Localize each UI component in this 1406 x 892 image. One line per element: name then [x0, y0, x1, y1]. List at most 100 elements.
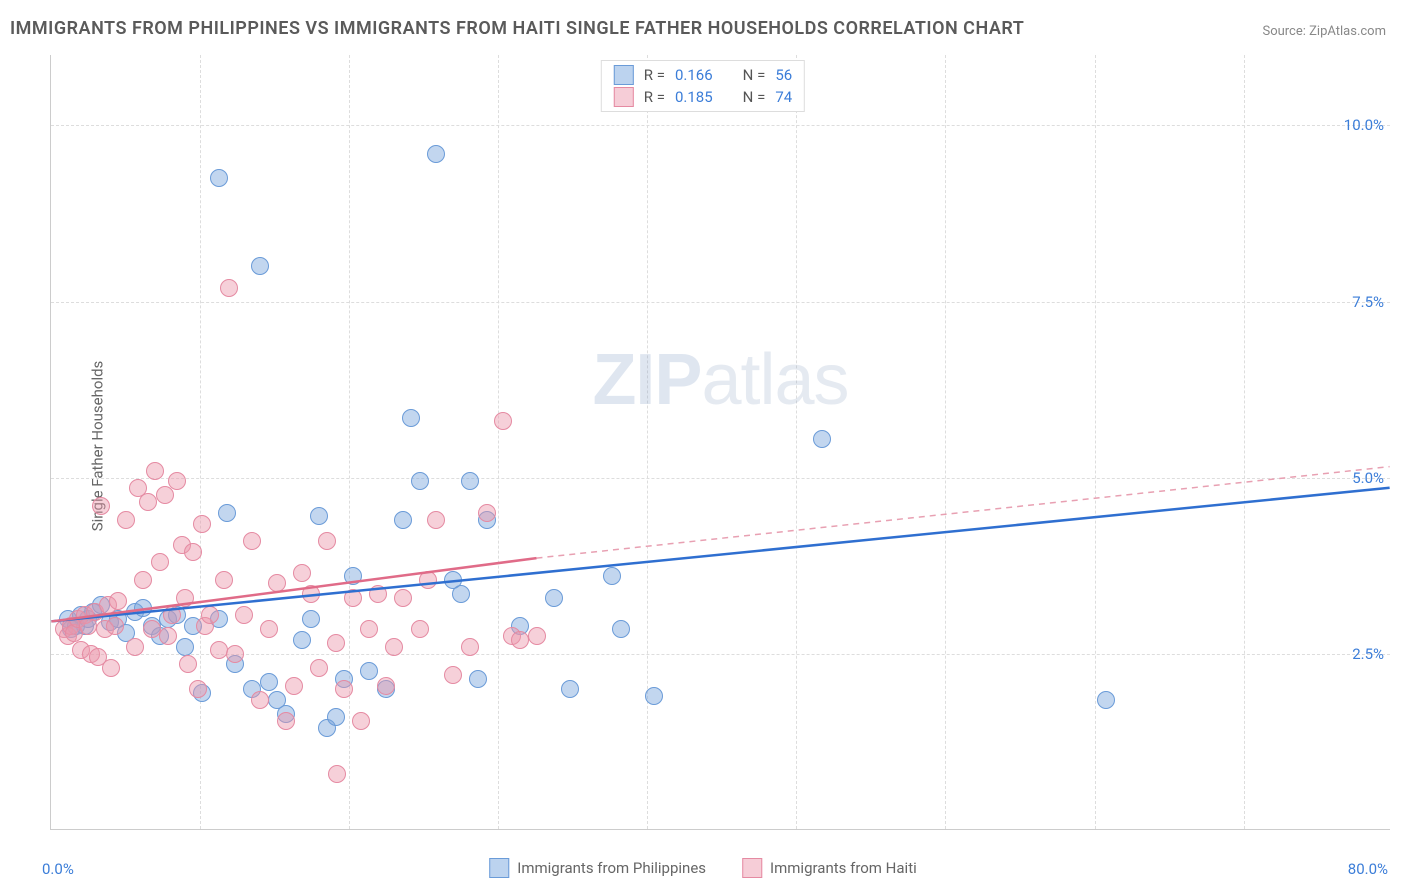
x-tick-min: 0.0% [42, 860, 74, 878]
data-point [360, 620, 378, 638]
y-tick-label: 2.5% [1352, 645, 1384, 663]
data-point [612, 620, 630, 638]
data-point [159, 627, 177, 645]
gridline-v [796, 55, 797, 829]
legend-stats: R = 0.166 N = 56 R = 0.185 N = 74 [601, 60, 805, 112]
data-point [251, 257, 269, 275]
data-point [511, 631, 529, 649]
swatch-philippines-icon [489, 858, 509, 878]
data-point [394, 589, 412, 607]
legend-stats-row-haiti: R = 0.185 N = 74 [614, 87, 792, 107]
legend-series: Immigrants from Philippines Immigrants f… [489, 858, 917, 878]
y-tick-label: 7.5% [1352, 293, 1384, 311]
data-point [302, 610, 320, 628]
data-point [106, 617, 124, 635]
data-point [494, 412, 512, 430]
series-label-haiti: Immigrants from Haiti [770, 859, 917, 877]
n-label: N = [743, 88, 766, 106]
data-point [385, 638, 403, 656]
data-point [218, 504, 236, 522]
gridline-h [51, 478, 1390, 479]
data-point [377, 677, 395, 695]
data-point [427, 145, 445, 163]
data-point [168, 472, 186, 490]
data-point [151, 553, 169, 571]
chart-title: IMMIGRANTS FROM PHILIPPINES VS IMMIGRANT… [10, 18, 1024, 39]
data-point [235, 606, 253, 624]
data-point [285, 677, 303, 695]
data-point [645, 687, 663, 705]
data-point [201, 606, 219, 624]
legend-item-philippines: Immigrants from Philippines [489, 858, 706, 878]
data-point [411, 472, 429, 490]
legend-item-haiti: Immigrants from Haiti [742, 858, 917, 878]
y-tick-label: 10.0% [1344, 116, 1384, 134]
data-point [109, 592, 127, 610]
gridline-v [647, 55, 648, 829]
gridline-v [945, 55, 946, 829]
data-point [189, 680, 207, 698]
data-point [293, 631, 311, 649]
data-point [134, 571, 152, 589]
data-point [210, 641, 228, 659]
swatch-philippines-icon [614, 65, 634, 85]
gridline-v [349, 55, 350, 829]
swatch-haiti-icon [614, 87, 634, 107]
n-label: N = [743, 66, 766, 84]
data-point [260, 673, 278, 691]
data-point [176, 638, 194, 656]
data-point [184, 543, 202, 561]
data-point [478, 504, 496, 522]
data-point [302, 585, 320, 603]
legend-stats-row-philippines: R = 0.166 N = 56 [614, 65, 792, 85]
gridline-v [200, 55, 201, 829]
data-point [215, 571, 233, 589]
gridline-h [51, 654, 1390, 655]
gridline-v [1244, 55, 1245, 829]
r-label: R = [644, 66, 665, 84]
data-point [179, 655, 197, 673]
data-point [277, 712, 295, 730]
data-point [310, 507, 328, 525]
data-point [561, 680, 579, 698]
data-point [163, 606, 181, 624]
swatch-haiti-icon [742, 858, 762, 878]
gridline-h [51, 125, 1390, 126]
trend-lines [51, 55, 1390, 829]
data-point [444, 666, 462, 684]
data-point [461, 472, 479, 490]
data-point [813, 430, 831, 448]
data-point [1097, 691, 1115, 709]
data-point [102, 659, 120, 677]
r-label: R = [644, 88, 665, 106]
data-point [528, 627, 546, 645]
data-point [310, 659, 328, 677]
data-point [251, 691, 269, 709]
source-label: Source: ZipAtlas.com [1262, 24, 1386, 39]
data-point [603, 567, 621, 585]
data-point [335, 680, 353, 698]
series-label-philippines: Immigrants from Philippines [517, 859, 706, 877]
data-point [293, 564, 311, 582]
data-point [327, 634, 345, 652]
data-point [452, 585, 470, 603]
source-value: ZipAtlas.com [1309, 24, 1386, 39]
data-point [143, 620, 161, 638]
data-point [427, 511, 445, 529]
data-point [134, 599, 152, 617]
scatter-plot: ZIPatlas 2.5%5.0%7.5%10.0% [50, 55, 1390, 830]
data-point [226, 645, 244, 663]
data-point [210, 169, 228, 187]
data-point [419, 571, 437, 589]
data-point [469, 670, 487, 688]
gridline-v [1095, 55, 1096, 829]
data-point [92, 497, 110, 515]
data-point [117, 511, 135, 529]
data-point [461, 638, 479, 656]
data-point [193, 515, 211, 533]
data-point [318, 532, 336, 550]
r-value-haiti: 0.185 [675, 88, 713, 106]
data-point [328, 765, 346, 783]
data-point [352, 712, 370, 730]
data-point [243, 532, 261, 550]
